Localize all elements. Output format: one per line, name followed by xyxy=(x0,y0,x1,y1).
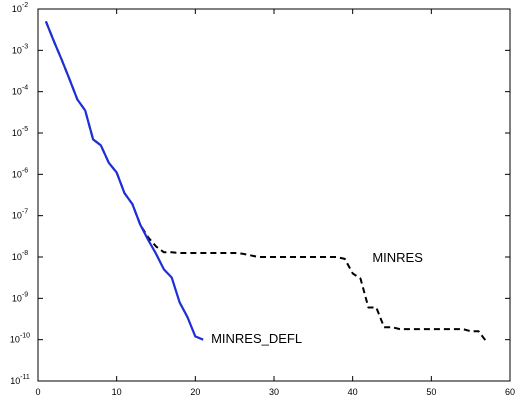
series-layer xyxy=(44,20,488,343)
y-tick-label: 10-6 xyxy=(12,167,28,179)
plot-frame xyxy=(37,8,511,382)
y-tick-label: 10-9 xyxy=(12,291,28,303)
y-tick-label: 10-5 xyxy=(12,126,28,138)
axes-ticks: 0 10 20 30 40 50 60 10-11 10-10 10-9 10-8 10-7 10-6 1… xyxy=(10,2,515,397)
y-tick-label: 10-4 xyxy=(12,85,28,97)
labels-layer: MINRES MINRES_DEFL xyxy=(211,250,423,346)
x-tick-label: 30 xyxy=(269,387,279,397)
y-tick-label: 10-2 xyxy=(12,2,28,14)
minres-line xyxy=(44,21,488,343)
x-tick-label: 20 xyxy=(190,387,200,397)
y-tick-label: 10-3 xyxy=(12,43,28,55)
x-tick-label: 50 xyxy=(426,387,436,397)
y-tick-label: 10-7 xyxy=(12,209,28,221)
x-tick-label: 10 xyxy=(112,387,122,397)
series-annotation: MINRES_DEFL xyxy=(211,331,302,346)
y-tick-label: 10-11 xyxy=(10,374,30,386)
series-annotation: MINRES xyxy=(372,250,423,265)
y-tick-label: 10-8 xyxy=(12,250,28,262)
x-tick-label: 60 xyxy=(505,387,515,397)
y-tick-label: 10-10 xyxy=(10,333,30,345)
minres-defl-line xyxy=(44,20,204,341)
x-tick-label: 40 xyxy=(348,387,358,397)
x-tick-label: 0 xyxy=(35,387,40,397)
